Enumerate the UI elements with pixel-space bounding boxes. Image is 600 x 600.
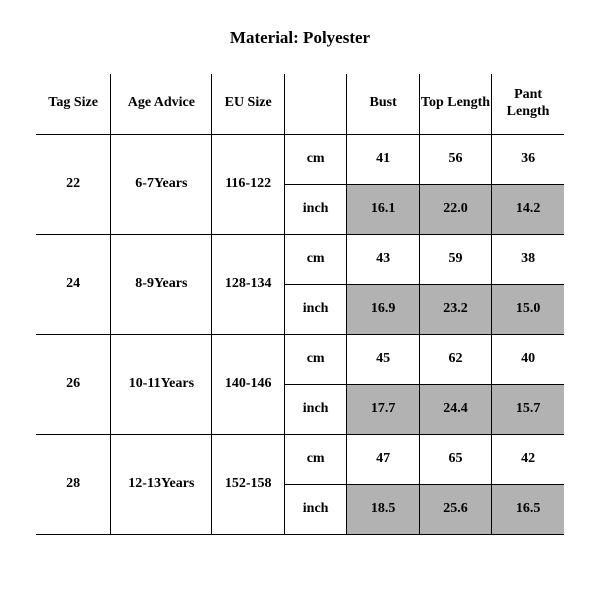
cell-pant: 42: [492, 434, 564, 484]
cell-pant: 15.0: [492, 284, 564, 334]
cell-tag: 26: [36, 334, 111, 434]
cell-bust: 16.9: [347, 284, 419, 334]
cell-unit: cm: [284, 134, 347, 184]
cell-top: 65: [419, 434, 491, 484]
cell-top: 23.2: [419, 284, 491, 334]
cell-pant: 15.7: [492, 384, 564, 434]
cell-unit: inch: [284, 484, 347, 534]
col-eu-size: EU Size: [212, 74, 284, 134]
cell-eu: 128-134: [212, 234, 284, 334]
cell-age: 12-13Years: [111, 434, 212, 534]
cell-tag: 28: [36, 434, 111, 534]
cell-bust: 41: [347, 134, 419, 184]
table-row: 26 10-11Years 140-146 cm 45 62 40: [36, 334, 564, 384]
cell-pant: 14.2: [492, 184, 564, 234]
col-pant-length: Pant Length: [492, 74, 564, 134]
col-bust: Bust: [347, 74, 419, 134]
cell-eu: 116-122: [212, 134, 284, 234]
cell-bust: 17.7: [347, 384, 419, 434]
cell-top: 62: [419, 334, 491, 384]
table-row: 28 12-13Years 152-158 cm 47 65 42: [36, 434, 564, 484]
cell-bust: 45: [347, 334, 419, 384]
page: Material: Polyester Tag Size Age Advice …: [0, 0, 600, 600]
col-tag-size: Tag Size: [36, 74, 111, 134]
cell-eu: 152-158: [212, 434, 284, 534]
table-row: 24 8-9Years 128-134 cm 43 59 38: [36, 234, 564, 284]
cell-age: 10-11Years: [111, 334, 212, 434]
cell-top: 24.4: [419, 384, 491, 434]
col-unit: [284, 74, 347, 134]
cell-age: 8-9Years: [111, 234, 212, 334]
cell-unit: cm: [284, 334, 347, 384]
cell-bust: 47: [347, 434, 419, 484]
cell-eu: 140-146: [212, 334, 284, 434]
cell-top: 25.6: [419, 484, 491, 534]
cell-unit: cm: [284, 234, 347, 284]
cell-pant: 16.5: [492, 484, 564, 534]
cell-age: 6-7Years: [111, 134, 212, 234]
table-header-row: Tag Size Age Advice EU Size Bust Top Len…: [36, 74, 564, 134]
size-table: Tag Size Age Advice EU Size Bust Top Len…: [36, 74, 564, 535]
cell-unit: inch: [284, 284, 347, 334]
cell-top: 56: [419, 134, 491, 184]
cell-top: 59: [419, 234, 491, 284]
cell-bust: 16.1: [347, 184, 419, 234]
cell-bust: 18.5: [347, 484, 419, 534]
col-age-advice: Age Advice: [111, 74, 212, 134]
page-title: Material: Polyester: [36, 28, 564, 48]
cell-unit: inch: [284, 184, 347, 234]
cell-unit: inch: [284, 384, 347, 434]
cell-bust: 43: [347, 234, 419, 284]
cell-unit: cm: [284, 434, 347, 484]
table-row: 22 6-7Years 116-122 cm 41 56 36: [36, 134, 564, 184]
cell-pant: 36: [492, 134, 564, 184]
cell-pant: 40: [492, 334, 564, 384]
cell-pant: 38: [492, 234, 564, 284]
cell-tag: 24: [36, 234, 111, 334]
cell-tag: 22: [36, 134, 111, 234]
cell-top: 22.0: [419, 184, 491, 234]
col-top-length: Top Length: [419, 74, 491, 134]
table-body: 22 6-7Years 116-122 cm 41 56 36 inch 16.…: [36, 134, 564, 534]
